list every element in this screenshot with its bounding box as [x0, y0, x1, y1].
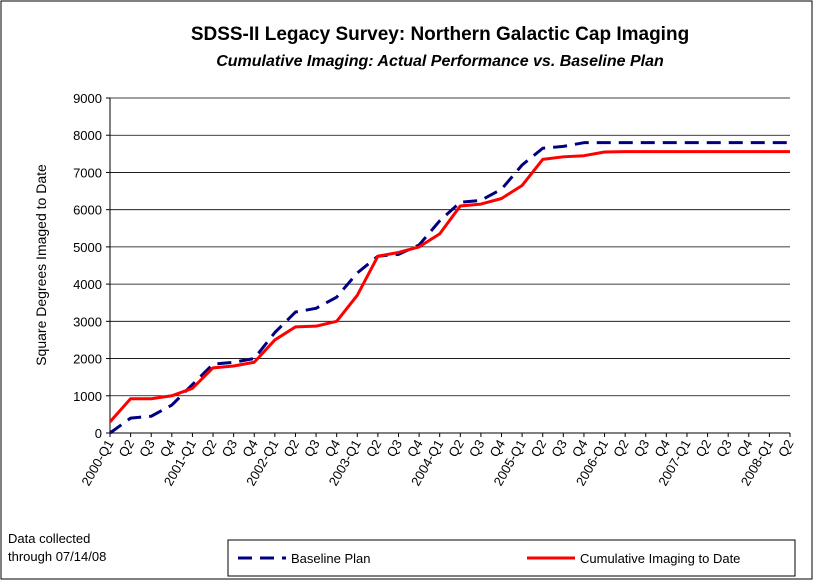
y-tick-label: 1000 [73, 389, 102, 404]
y-tick-label: 2000 [73, 352, 102, 367]
legend-label: Cumulative Imaging to Date [580, 551, 740, 566]
note: Data collected [8, 531, 90, 546]
chart-title: SDSS-II Legacy Survey: Northern Galactic… [191, 24, 689, 45]
y-tick-label: 4000 [73, 277, 102, 292]
series-line [109, 141, 790, 435]
series-line [108, 150, 790, 423]
y-tick-label: 6000 [73, 203, 102, 218]
y-tick-label: 9000 [73, 91, 102, 106]
y-tick-label: 0 [95, 426, 102, 441]
y-tick-label: 3000 [73, 314, 102, 329]
chart-subtitle: Cumulative Imaging: Actual Performance v… [216, 53, 664, 70]
y-axis-label: Square Degrees Imaged to Date [33, 164, 49, 366]
y-tick-label: 7000 [73, 165, 102, 180]
y-tick-label: 5000 [73, 240, 102, 255]
note: through 07/14/08 [8, 549, 106, 564]
legend-label: Baseline Plan [291, 551, 371, 566]
legend-box [227, 539, 796, 577]
y-tick-label: 8000 [73, 128, 102, 143]
